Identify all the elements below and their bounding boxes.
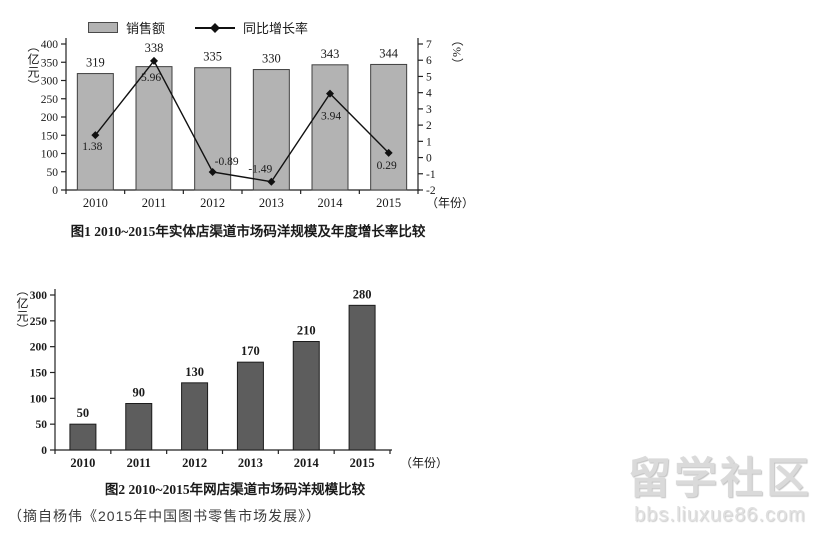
bar-value-label: 170 (241, 344, 260, 358)
year-label: 2013 (259, 196, 284, 210)
bar (370, 63, 408, 191)
year-label: 2013 (238, 456, 263, 470)
bar (125, 403, 153, 451)
year-label: 2011 (127, 456, 151, 470)
figure2-caption: 图2 2010~2015年网店渠道市场码洋规模比较 (104, 482, 366, 497)
left-axis-unit-label: （亿元） (26, 40, 40, 92)
right-tick-label: 0 (426, 153, 432, 165)
figure1-caption: 图1 2010~2015年实体店渠道市场码洋规模及年度增长率比较 (70, 224, 426, 239)
right-tick-label: 4 (426, 88, 432, 100)
right-axis-unit-label: （%） (450, 34, 464, 71)
legend-item-sales: 销售额 (88, 18, 165, 37)
bar-value-label: 338 (145, 41, 164, 55)
line-marker (208, 167, 217, 176)
bar (311, 64, 349, 191)
left-tick-label: 0 (52, 185, 58, 197)
bar-value-label: 344 (379, 46, 399, 60)
line-swatch-icon (195, 22, 236, 33)
year-label: 2015 (376, 196, 401, 210)
watermark-title: 留学社区 (628, 455, 812, 503)
right-tick-label: -1 (426, 169, 436, 181)
legend: 销售额 同比增长率 (88, 18, 308, 37)
left-tick-label: 300 (30, 290, 48, 302)
bar-value-label: 319 (86, 56, 105, 70)
year-label: 2012 (182, 456, 207, 470)
bar-value-label: 90 (133, 386, 146, 400)
bar-value-label: 335 (203, 50, 222, 64)
right-tick-label: 7 (426, 39, 432, 51)
left-tick-label: 50 (36, 419, 48, 431)
bar (292, 341, 320, 451)
year-label: 2015 (350, 456, 375, 470)
bar (181, 382, 209, 451)
watermark-url: bbs.liuxue86.com (634, 504, 806, 526)
line-marker (150, 56, 158, 65)
left-axis-unit-label: （亿元） (15, 284, 29, 336)
diamond-marker-icon (210, 22, 220, 33)
source-note: （摘自杨伟《2015年中国图书零售市场发展》） (8, 508, 322, 524)
line-value-label: 0.29 (377, 160, 397, 172)
left-tick-label: 200 (41, 112, 59, 124)
x-axis-unit-label: （年份） (426, 196, 474, 210)
left-tick-label: 0 (41, 445, 47, 457)
left-tick-label: 100 (30, 393, 48, 405)
growth-line (94, 59, 390, 183)
bar (236, 361, 264, 451)
line-marker (326, 89, 334, 98)
year-label: 2010 (83, 196, 108, 210)
left-tick-label: 350 (41, 57, 59, 69)
line-value-label: -1.49 (248, 164, 272, 176)
left-tick-label: 400 (41, 39, 59, 51)
left-tick-label: 250 (41, 94, 59, 106)
year-label: 2014 (318, 196, 344, 210)
bar-value-label: 280 (353, 287, 372, 301)
left-tick-label: 150 (41, 130, 59, 142)
legend-label-sales: 销售额 (126, 21, 166, 36)
bar-value-label: 343 (321, 47, 340, 61)
line-marker (267, 177, 276, 186)
figure2-bar-chart: （亿元） 0 50 100 150 200 250 300 2010 2011 2012 2013 2… (10, 282, 490, 504)
bar-value-label: 330 (262, 52, 281, 66)
left-tick-label: 150 (30, 368, 48, 380)
bar (135, 66, 173, 191)
bar-value-label: 210 (297, 324, 316, 338)
left-tick-label: 200 (30, 342, 48, 354)
right-tick-label: 6 (426, 55, 432, 67)
left-tick-label: 250 (30, 316, 48, 328)
right-tick-label: -2 (426, 185, 436, 197)
year-label: 2012 (200, 196, 225, 210)
x-axis-unit-label: （年份） (400, 456, 448, 470)
right-tick-label: 3 (426, 104, 432, 116)
right-tick-label: 2 (426, 120, 432, 132)
figure1-combo-chart: 销售额 同比增长率 （亿元） （%） 0 50 100 150 200 250 300 350… (18, 8, 488, 248)
bar-swatch-icon (88, 22, 118, 33)
year-label: 2010 (70, 456, 95, 470)
year-label: 2011 (142, 196, 167, 210)
line-value-label: 5.96 (141, 72, 161, 84)
bar (69, 423, 97, 451)
year-label: 2014 (294, 456, 320, 470)
online-store-chart-svg: 0 50 100 150 200 250 300 2010 2011 2012 2013 2014 20… (30, 287, 448, 470)
right-tick-label: 5 (426, 71, 432, 83)
line-value-label: -0.89 (215, 156, 239, 168)
left-tick-label: 100 (41, 149, 59, 161)
line-marker (91, 131, 100, 140)
line-value-label: 3.94 (321, 111, 341, 123)
left-tick-label: 50 (47, 167, 59, 179)
bar (348, 304, 376, 451)
legend-label-growth: 同比增长率 (243, 21, 309, 36)
watermark: 留学社区 bbs.liuxue86.com (628, 444, 812, 527)
legend-item-growth: 同比增长率 (195, 18, 308, 37)
sales-growth-chart-svg: 0 50 100 150 200 250 300 350 400 -2 -1 0 1 2 3 4 5 6 7 2010… (41, 38, 474, 210)
right-tick-label: 1 (426, 136, 432, 148)
line-marker (384, 148, 393, 157)
bar-value-label: 50 (77, 406, 90, 420)
bar (252, 69, 290, 191)
line-value-label: 1.38 (82, 141, 102, 153)
bar-value-label: 130 (185, 365, 204, 379)
left-tick-label: 300 (41, 76, 59, 88)
